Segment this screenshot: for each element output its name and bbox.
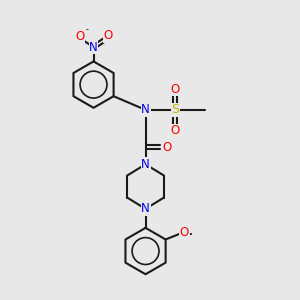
Text: S: S — [171, 103, 179, 116]
Text: O: O — [171, 124, 180, 137]
Text: O: O — [180, 226, 189, 239]
Text: -: - — [86, 26, 89, 34]
Text: O: O — [75, 30, 85, 43]
Text: N: N — [89, 41, 98, 54]
Text: N: N — [141, 103, 150, 116]
Text: N: N — [141, 158, 150, 171]
Text: N: N — [141, 202, 150, 215]
Text: O: O — [162, 140, 172, 154]
Text: O: O — [103, 29, 112, 42]
Text: O: O — [171, 82, 180, 96]
